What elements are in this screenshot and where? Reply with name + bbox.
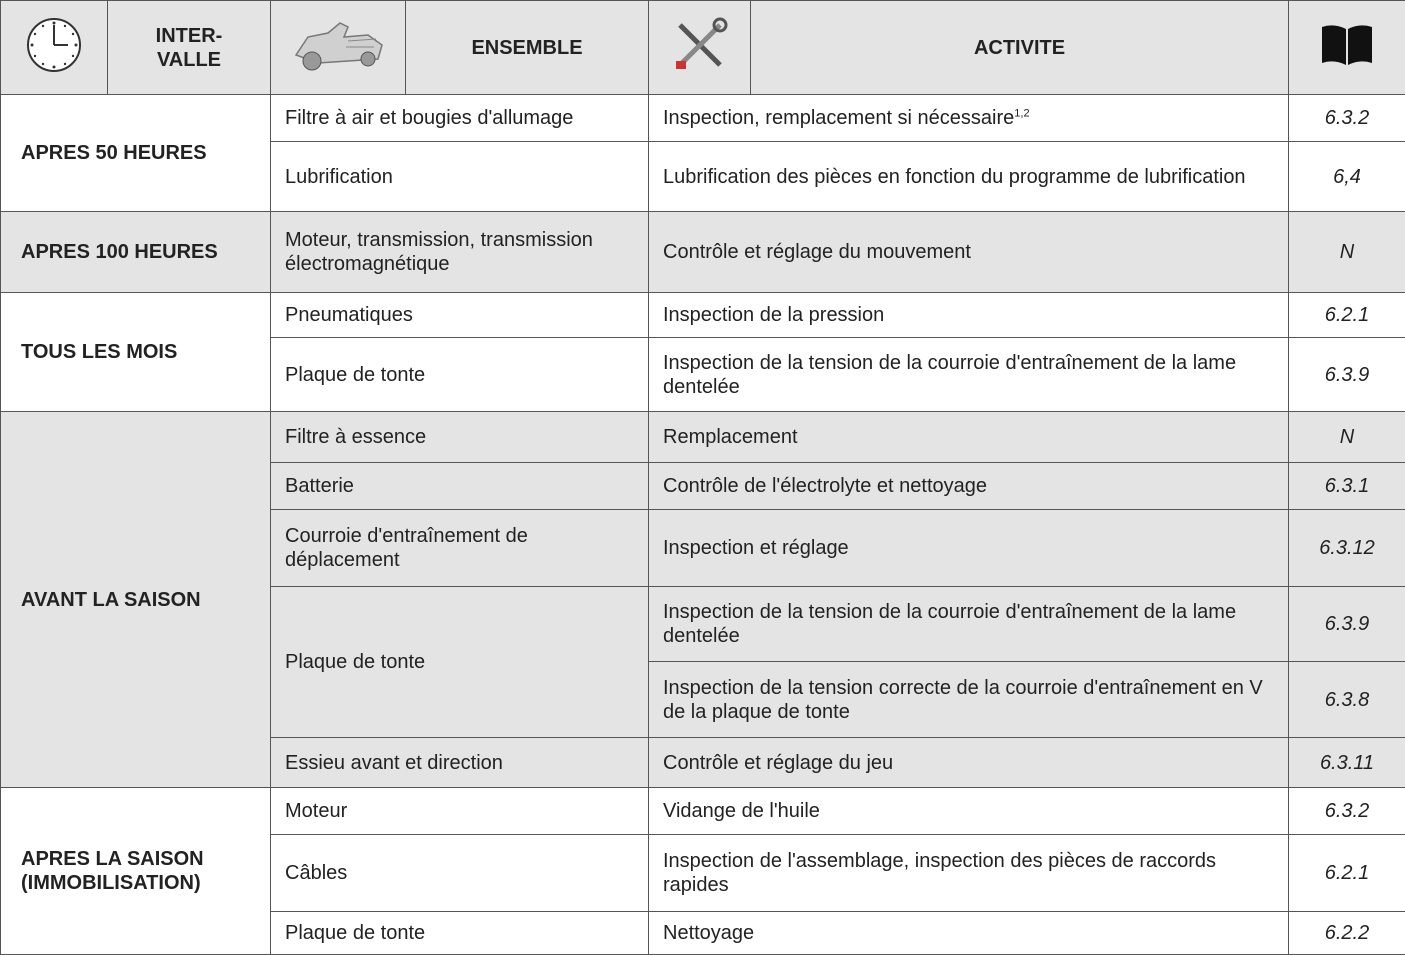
mower-icon — [294, 21, 383, 70]
header-activite: ACTIVITE — [750, 0, 1289, 95]
activity-text: Lubrification des pièces en fonction du … — [663, 165, 1246, 188]
reference-cell: 6.3.9 — [1288, 586, 1405, 662]
ensemble-cell: Pneumatiques — [270, 292, 649, 338]
table-row: Batterie Contrôle de l'électrolyte et net… — [1, 462, 1405, 510]
header-ensemble: ENSEMBLE — [405, 0, 649, 95]
ensemble-cell: Moteur, transmission, transmission élect… — [270, 211, 649, 293]
activity-text: Inspection de la tension correcte de la … — [663, 676, 1263, 723]
activity-cell: Remplacement — [648, 411, 1289, 463]
reference-cell: 6.3.1 — [1288, 462, 1405, 510]
tools-icon-cell — [648, 0, 751, 95]
ensemble-cell: Lubrification — [270, 141, 649, 212]
header-text: INTER- — [155, 24, 223, 47]
activity-text: Inspection de la tension de la courroie … — [663, 601, 1237, 647]
header-text: VALLE — [156, 48, 222, 71]
ensemble-cell: Plaque de tonte — [270, 586, 649, 738]
activity-text: Inspection de la tension de la courroie … — [663, 351, 1237, 398]
reference-cell: 6.3.11 — [1288, 737, 1405, 788]
table-row: APRES 100 HEURES Moteur, transmission, tr… — [0, 211, 1405, 293]
activity-text: Inspection de la pression — [663, 304, 885, 326]
ensemble-cell: Filtre à air et bougies d'allumage — [270, 94, 649, 142]
table-row: APRES 50 HEURES Filtre à air et bougies d… — [0, 94, 1405, 212]
footnote-mark: 1,2 — [1014, 107, 1030, 120]
ensemble-cell: Plaque de tonte — [270, 911, 649, 955]
activity-text: Contrôle de l'électrolyte et nettoyage — [663, 475, 988, 497]
reference-cell: 6.3.2 — [1288, 94, 1405, 142]
table-row: Plaque de tonte Nettoyage 6.2.2 — [1, 911, 1405, 955]
book-icon-cell — [1288, 0, 1405, 95]
table-row: Inspection de la tension correcte de la … — [1, 661, 1405, 738]
reference-cell: N — [1288, 411, 1405, 463]
ensemble-cell: Filtre à essence — [270, 411, 649, 463]
interval-cell: APRES LA SAISON (IMMOBILISATION) — [0, 787, 271, 955]
activity-text: Vidange de l'huile — [663, 800, 820, 822]
activity-cell: Inspection de l'assemblage, inspection d… — [648, 834, 1289, 912]
table-row: AVANT LA SAISON Filtre à essence Remplacem… — [0, 411, 1405, 788]
activity-cell: Vidange de l'huile — [648, 787, 1289, 835]
interval-cell: APRES 100 HEURES — [0, 211, 271, 293]
clock-icon — [27, 17, 81, 72]
clock-icon-cell — [0, 0, 108, 95]
book-icon — [1322, 24, 1372, 65]
activity-cell: Inspection de la tension de la courroie … — [648, 586, 1289, 662]
mower-icon-cell — [270, 0, 406, 95]
ensemble-cell: Essieu avant et direction — [270, 737, 649, 788]
activity-cell: Lubrification des pièces en fonction du … — [648, 141, 1289, 212]
interval-cell: APRES 50 HEURES — [0, 94, 271, 212]
ensemble-cell: Moteur — [270, 787, 649, 835]
activity-cell: Inspection de la tension de la courroie … — [648, 337, 1289, 412]
ensemble-cell: Courroie d'entraînement de déplacement — [270, 509, 649, 587]
activity-text: Inspection, remplacement si nécessaire — [663, 107, 1015, 129]
activity-cell: Inspection et réglage — [648, 509, 1289, 587]
reference-cell: 6.2.1 — [1288, 292, 1405, 338]
reference-cell: 6.3.9 — [1288, 337, 1405, 412]
reference-cell: 6.3.2 — [1288, 787, 1405, 835]
activity-cell: Nettoyage — [648, 911, 1289, 955]
interval-cell: TOUS LES MOIS — [0, 292, 271, 412]
activity-text: Inspection de l'assemblage, inspection d… — [663, 850, 1217, 896]
activity-cell: Contrôle et réglage du jeu — [648, 737, 1289, 788]
activity-cell: Contrôle de l'électrolyte et nettoyage — [648, 462, 1289, 510]
activity-cell: Contrôle et réglage du mouvement — [648, 211, 1289, 293]
reference-cell: 6.2.1 — [1288, 834, 1405, 912]
ensemble-cell: Câbles — [270, 834, 649, 912]
activity-text: Inspection et réglage — [663, 537, 849, 559]
activity-text: Contrôle et réglage du jeu — [663, 751, 894, 774]
reference-cell: N — [1288, 211, 1405, 293]
activity-text: Nettoyage — [663, 922, 755, 944]
activity-cell: Inspection de la pression — [648, 292, 1289, 338]
table-row: TOUS LES MOIS Pneumatiques Inspection de l… — [0, 292, 1405, 412]
activity-text: Remplacement — [663, 426, 798, 448]
table-row: Lubrification Lubrification des pièces en… — [1, 141, 1405, 212]
table-row: APRES LA SAISON (IMMOBILISATION) Moteur Vi… — [0, 787, 1405, 955]
reference-cell: 6,4 — [1288, 141, 1405, 212]
activity-cell: Inspection de la tension correcte de la … — [648, 661, 1289, 738]
header-row: INTER- VALLE ENSEMBLE ACTIVITE — [0, 0, 1405, 95]
reference-cell: 6.3.12 — [1288, 509, 1405, 587]
header-intervalle: INTER- VALLE — [107, 0, 271, 95]
activity-cell: Inspection, remplacement si nécessaire1,… — [648, 94, 1289, 142]
table-row: Plaque de tonte Inspection de la tension … — [1, 586, 1405, 738]
ensemble-cell: Plaque de tonte — [270, 337, 649, 412]
table-row: Essieu avant et direction Contrôle et rég… — [1, 737, 1405, 788]
reference-cell: 6.2.2 — [1288, 911, 1405, 955]
table-row: Plaque de tonte Inspection de la tension … — [1, 337, 1405, 412]
interval-cell: AVANT LA SAISON — [0, 411, 271, 788]
activity-text: Contrôle et réglage du mouvement — [663, 241, 971, 263]
ensemble-cell: Batterie — [270, 462, 649, 510]
table-row: Courroie d'entraînement de déplacement In… — [1, 509, 1405, 587]
tools-icon — [675, 17, 727, 69]
reference-cell: 6.3.8 — [1288, 661, 1405, 738]
